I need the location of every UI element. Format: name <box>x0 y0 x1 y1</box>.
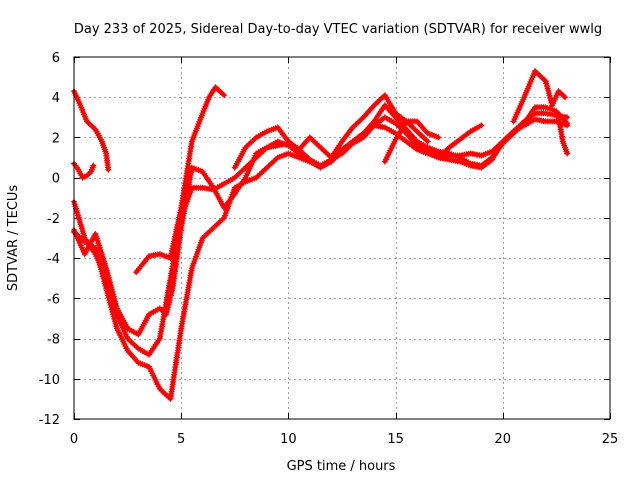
series-track-1 <box>71 88 112 173</box>
x-tick-label: 5 <box>177 432 185 447</box>
y-tick-label: 6 <box>52 51 60 66</box>
y-tick-label: -8 <box>47 333 60 348</box>
series-markers <box>510 68 568 125</box>
series-markers <box>555 114 571 157</box>
y-axis-label: SDTVAR / TECUs <box>6 185 21 292</box>
series-markers <box>71 88 112 173</box>
series-track-9 <box>381 118 431 165</box>
series-band <box>72 103 570 337</box>
series-track-7 <box>231 92 442 171</box>
chart-title: Day 233 of 2025, Sidereal Day-to-day VTE… <box>74 22 602 37</box>
y-tick-label: -10 <box>39 373 60 388</box>
y-tick-label: -6 <box>47 292 60 307</box>
x-tick-label: 0 <box>70 432 78 447</box>
series-markers <box>381 118 431 165</box>
x-tick-label: 25 <box>602 432 619 447</box>
series-track-6 <box>133 84 228 276</box>
series-track-10 <box>510 68 568 125</box>
series-track-2 <box>71 160 97 181</box>
x-tick-label: 20 <box>495 432 512 447</box>
y-tick-label: 4 <box>52 91 60 106</box>
x-tick-label: 10 <box>280 432 297 447</box>
y-tick-label: -2 <box>47 212 60 227</box>
plot-frame <box>73 56 611 420</box>
series-markers <box>435 122 485 161</box>
y-tick-label: 0 <box>52 172 60 187</box>
series-markers <box>231 92 442 171</box>
series-markers <box>133 84 228 276</box>
series-track-8 <box>435 122 485 161</box>
series-track-11 <box>555 114 571 157</box>
data-layer <box>71 68 571 402</box>
x-tick-label: 15 <box>387 432 404 447</box>
x-axis-label: GPS time / hours <box>287 459 396 474</box>
y-tick-label: -12 <box>39 413 60 428</box>
y-tick-label: 2 <box>52 131 60 146</box>
y-tick-label: -4 <box>47 252 60 267</box>
